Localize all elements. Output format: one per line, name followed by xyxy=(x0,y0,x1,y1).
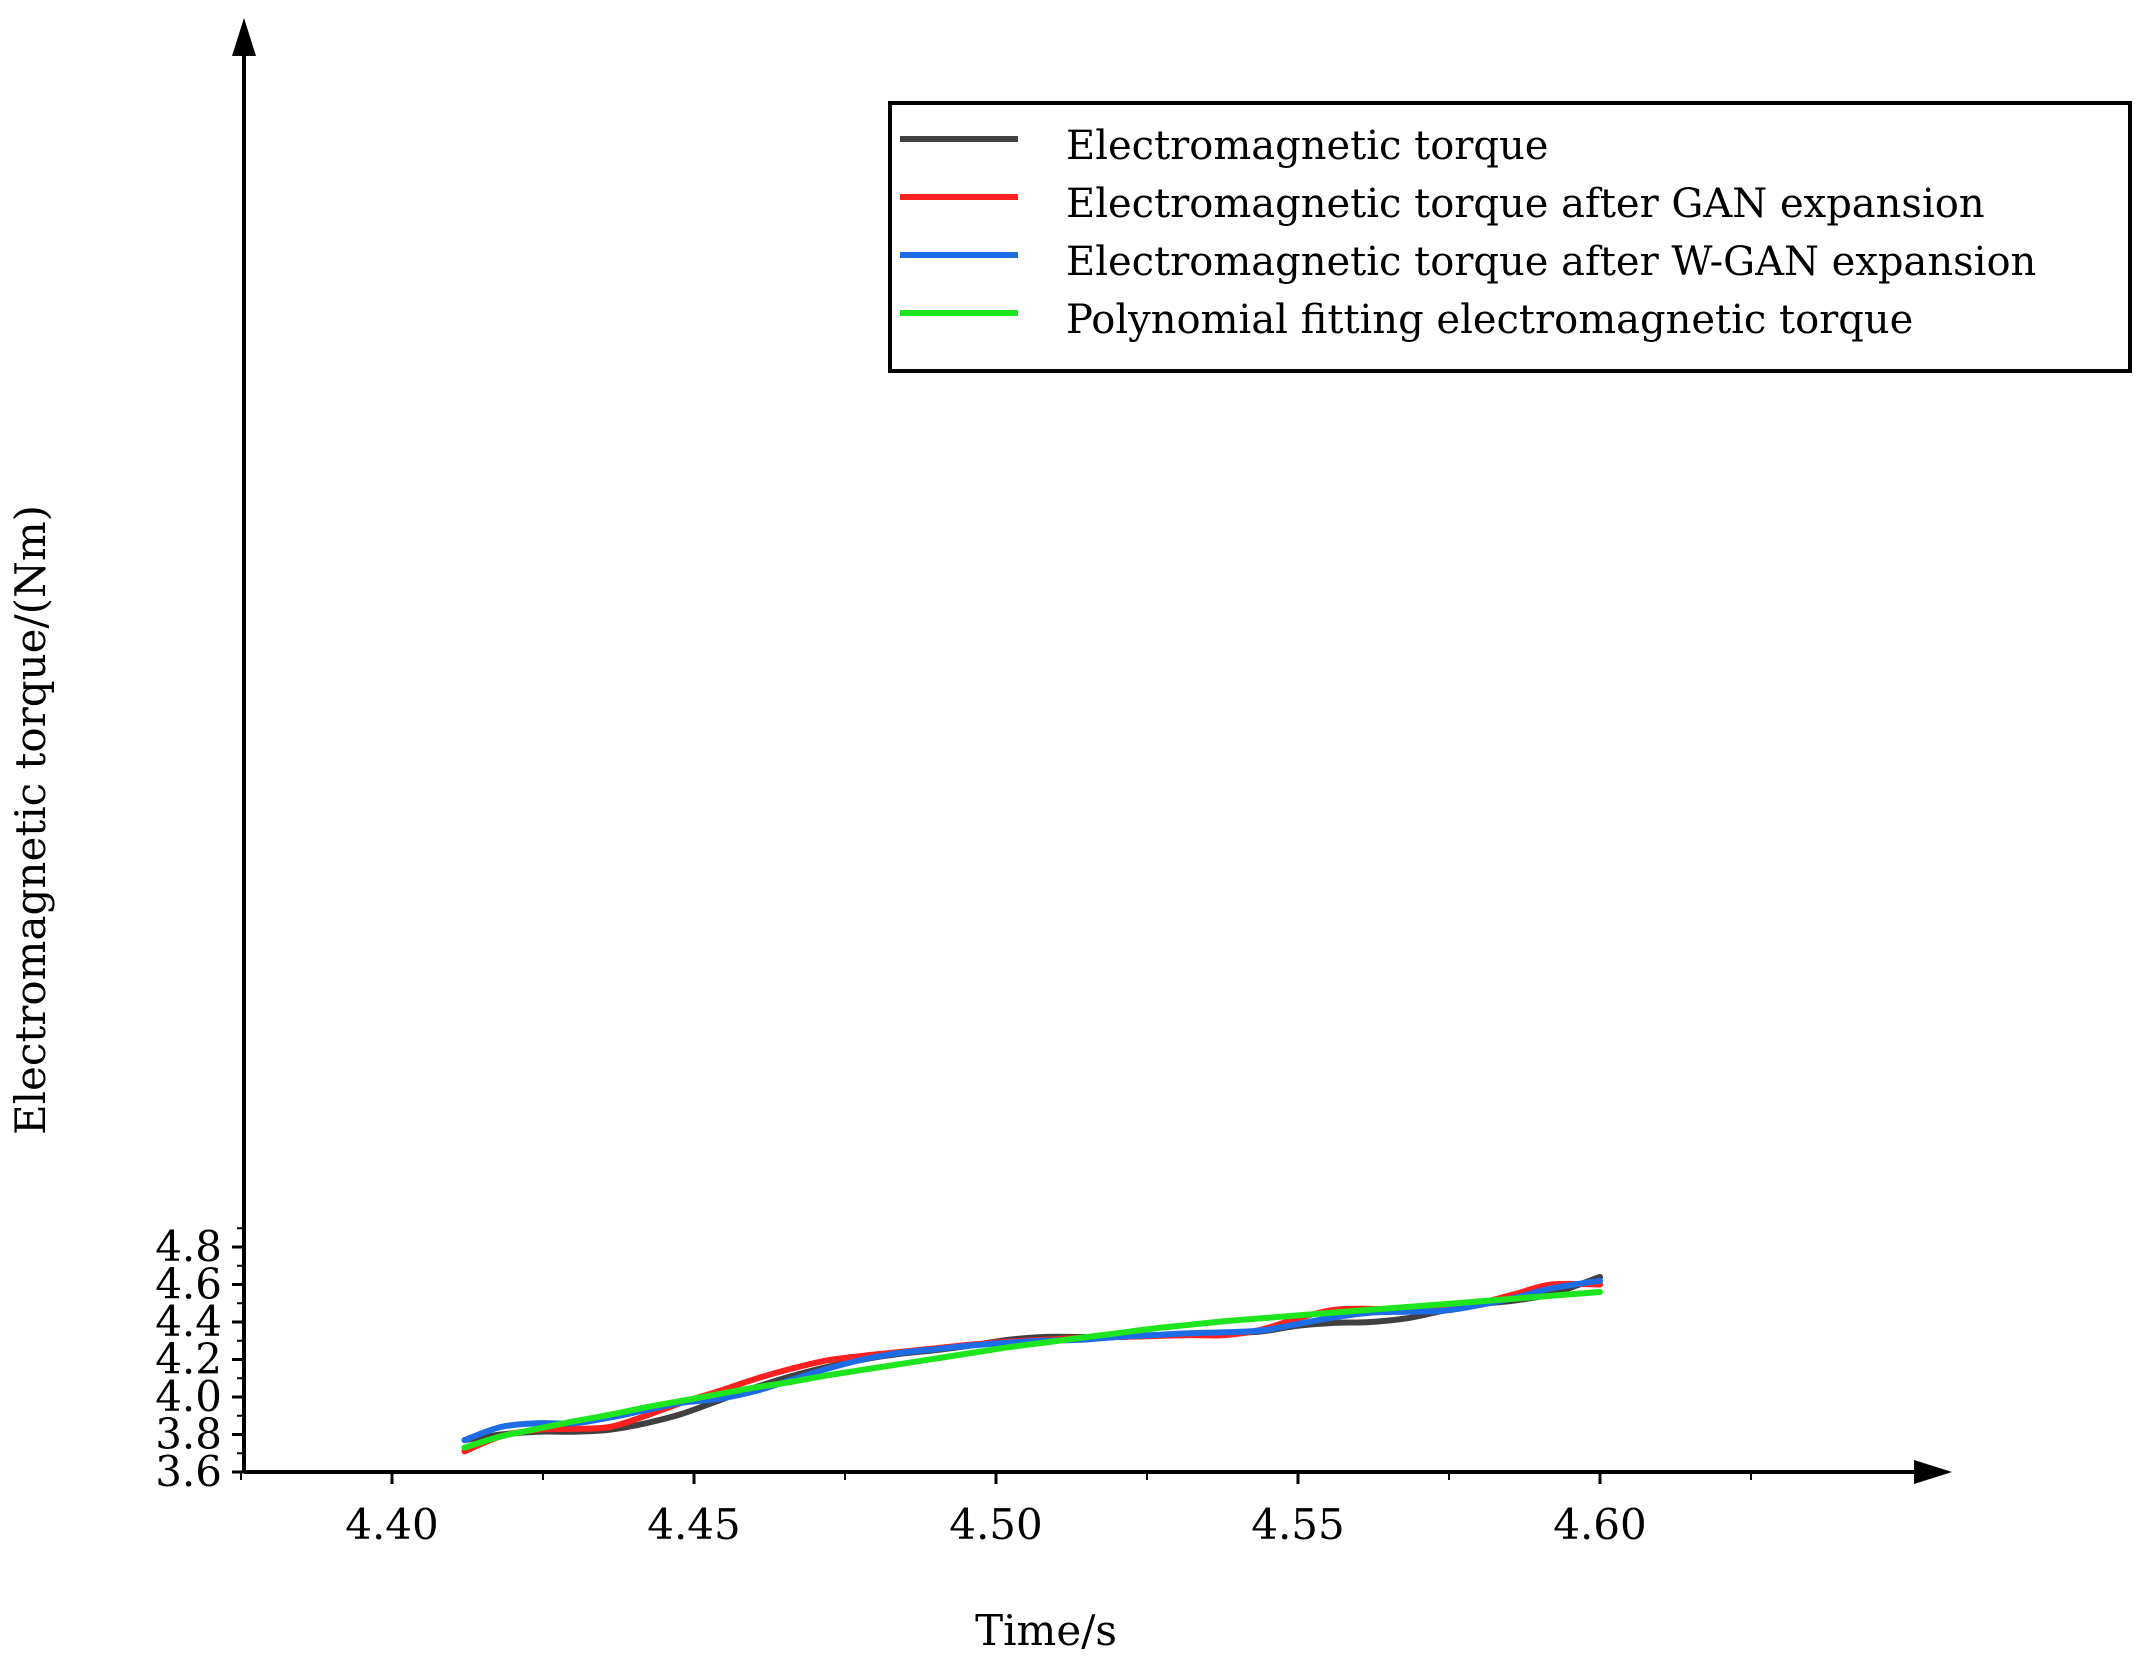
legend-box xyxy=(888,101,2132,373)
x-axis-arrow xyxy=(1914,1460,1952,1484)
x-tick-label: 4.40 xyxy=(345,1500,439,1549)
x-tick-label: 4.55 xyxy=(1251,1500,1345,1549)
legend-label-4: Polynomial fitting electromagnetic torqu… xyxy=(1066,297,1913,343)
x-tick-label: 4.45 xyxy=(647,1500,741,1549)
axes xyxy=(232,18,1952,1484)
series-line-1 xyxy=(461,1274,1603,1444)
x-axis-label: Time/s xyxy=(975,1606,1117,1655)
y-axis-label: Electromagnetic torque/(Nm) xyxy=(6,505,55,1135)
y-tick-label: 4.4 xyxy=(155,1297,222,1346)
series-lines xyxy=(461,1274,1603,1455)
y-tick-label: 4.2 xyxy=(155,1335,222,1384)
legend-label-1: Electromagnetic torque xyxy=(1066,123,1548,169)
y-tick-label: 3.6 xyxy=(155,1447,222,1496)
x-tick-label: 4.50 xyxy=(949,1500,1043,1549)
y-tick-label: 4.0 xyxy=(155,1372,222,1421)
legend-label-2: Electromagnetic torque after GAN expansi… xyxy=(1066,181,1985,227)
series-line-4 xyxy=(461,1289,1603,1451)
x-tick-label: 4.60 xyxy=(1553,1500,1647,1549)
y-tick-label: 3.8 xyxy=(155,1410,222,1459)
y-axis-arrow xyxy=(232,18,256,56)
y-tick-label: 4.6 xyxy=(155,1260,222,1309)
ticks: 3.63.84.04.24.44.64.8 4.40 4.45 4.50 4.55 4.6… xyxy=(155,1222,1752,1549)
y-tick-label: 4.8 xyxy=(155,1222,222,1271)
legend-label-3: Electromagnetic torque after W-GAN expan… xyxy=(1066,239,2036,285)
legend: Electromagnetic torque Electromagnetic to… xyxy=(888,101,2132,373)
